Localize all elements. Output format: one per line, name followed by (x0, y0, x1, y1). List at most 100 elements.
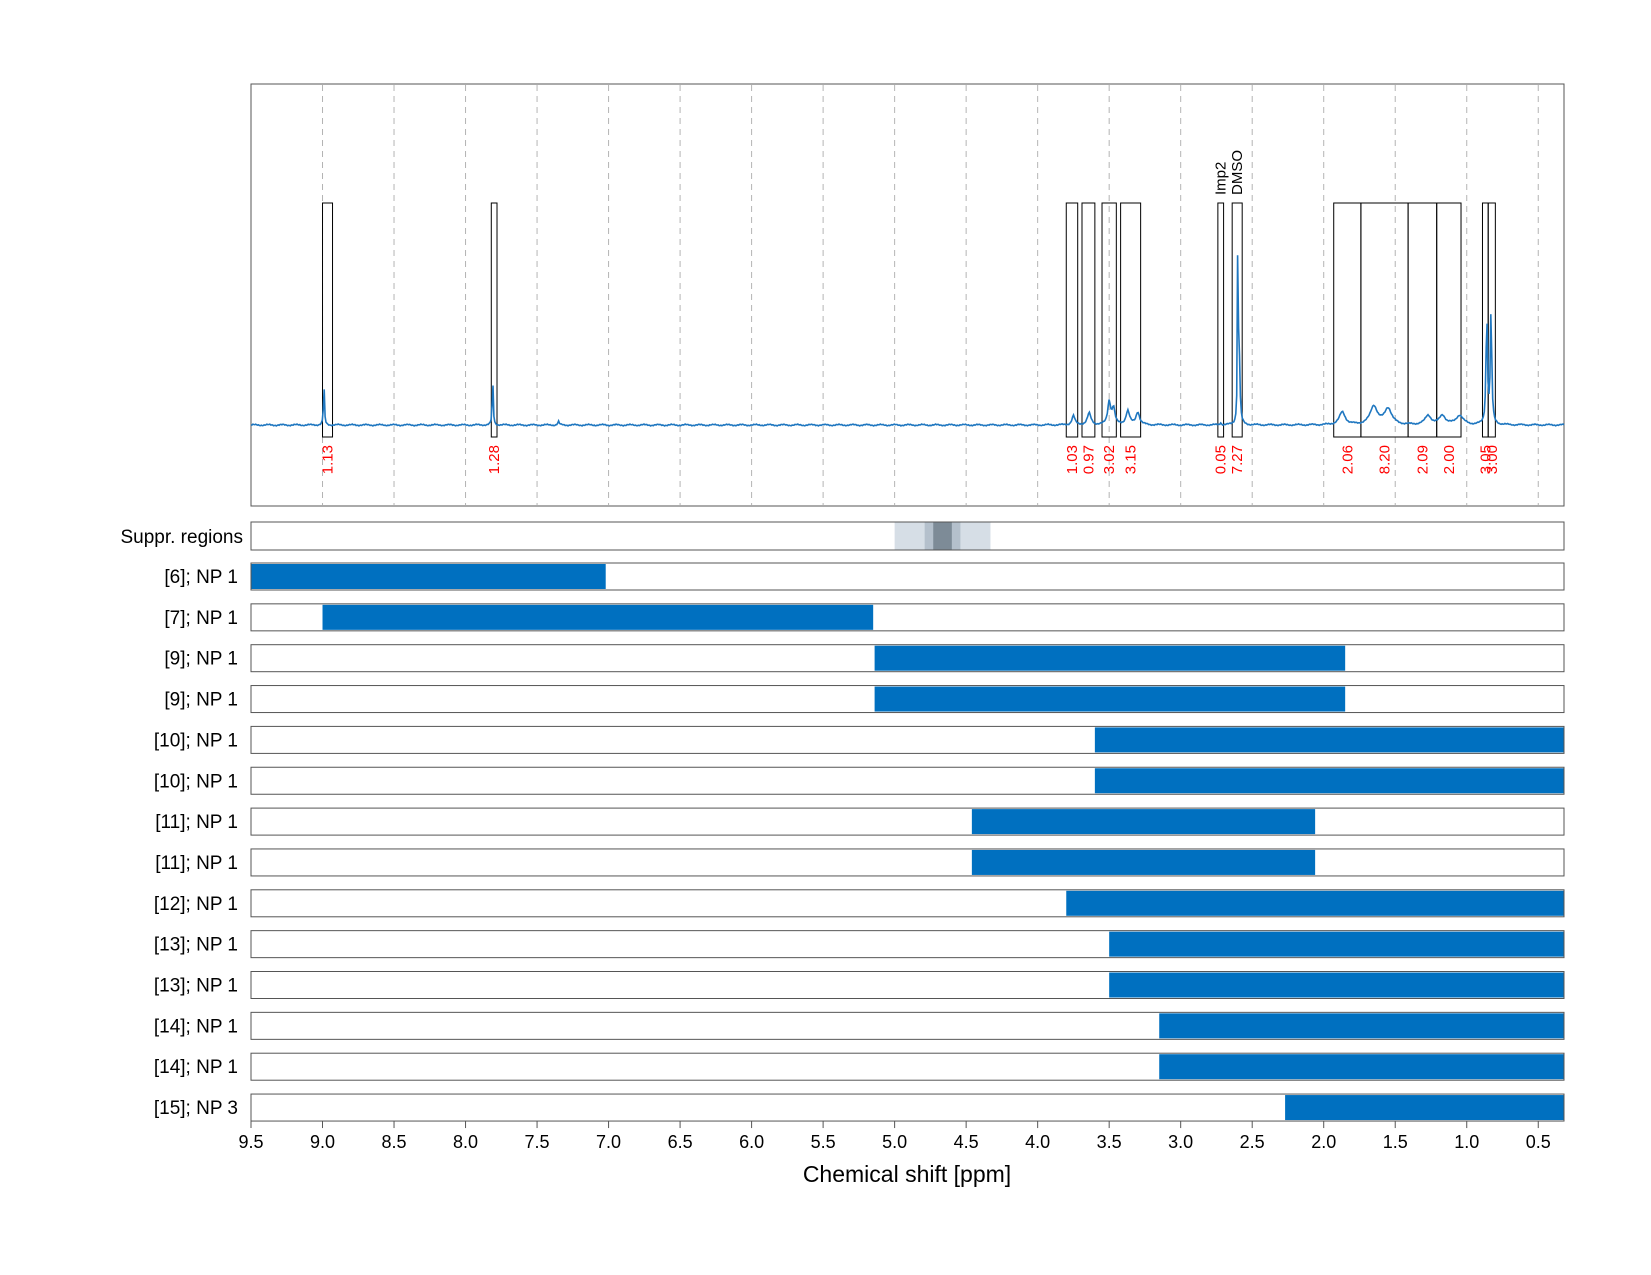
suppression-row: Suppr. regions (120, 521, 1565, 551)
integration-region-box (1065, 202, 1079, 438)
assignment-bar (251, 564, 606, 589)
x-tick-label: 9.5 (238, 1132, 263, 1152)
assignment-bar (1109, 931, 1564, 957)
x-tick-label: 6.5 (668, 1132, 693, 1152)
assignment-bar (1159, 1054, 1564, 1080)
grid-lines (322, 85, 1539, 505)
assignment-row-label: [7]; NP 1 (164, 608, 238, 629)
assignment-bar (322, 604, 874, 630)
spectrum-trace (250, 255, 1565, 427)
x-tick-label: 2.5 (1240, 1132, 1265, 1152)
assignment-row-frame (250, 562, 1565, 591)
assignment-row-frame (250, 1052, 1565, 1081)
integral-value: 3.15 (1123, 445, 1140, 474)
suppression-frame (250, 521, 1565, 551)
spectrum-panel (250, 83, 1565, 507)
integral-value: 8.20 (1376, 445, 1393, 474)
assignment-row-frame (250, 766, 1565, 795)
assignment-rows: [6]; NP 1 [7]; NP 1 [9]; NP 1 [9]; NP 1 [10]… (154, 562, 1565, 1122)
assignment-row-frame (250, 848, 1565, 877)
integral-value: 1.28 (486, 445, 503, 474)
integral-value: 7.27 (1229, 445, 1246, 474)
x-axis: 9.5 9.0 8.5 8.0 7.5 7.0 6.5 6.0 5.5 5.0 4.5 4.0 3.5 3… (238, 1121, 1551, 1152)
x-tick-label: 1.0 (1454, 1132, 1479, 1152)
assignment-bar (1066, 890, 1564, 916)
integral-value: 1.13 (320, 445, 337, 474)
integration-region-box (1101, 202, 1117, 438)
integral-value: 0.05 (1213, 445, 1230, 474)
integration-region-box (1231, 202, 1243, 438)
assignment-bar (1285, 1095, 1564, 1121)
assignment-row-frame (250, 603, 1565, 632)
assignment-row-frame (250, 1093, 1565, 1122)
x-tick-label: 0.5 (1526, 1132, 1551, 1152)
assignment-row-label: [9]; NP 1 (164, 649, 238, 670)
assignment-row-label: [9]; NP 1 (164, 690, 238, 711)
assignment-row-frame (250, 1011, 1565, 1040)
assignment-row-label: [10]; NP 1 (154, 771, 238, 792)
integral-value: 2.00 (1441, 445, 1458, 474)
assignment-row-label: [13]; NP 1 (154, 935, 238, 956)
x-tick-label: 2.0 (1311, 1132, 1336, 1152)
integration-regions: 1.13 1.28 1.03 0.97 3.02 3.15 0.05 Imp2 7.27 DMSO… (320, 150, 1501, 474)
integral-value: 3.00 (1484, 445, 1501, 474)
assignment-bar (971, 809, 1316, 835)
suppression-label: Suppr. regions (120, 527, 243, 548)
assignment-row-label: [14]; NP 1 (154, 1057, 238, 1078)
assignment-bar (971, 849, 1316, 875)
assignment-bar (1109, 972, 1564, 998)
assignment-row-frame (250, 644, 1565, 673)
integration-region-box (1081, 202, 1096, 438)
x-tick-label: 4.5 (954, 1132, 979, 1152)
x-tick-label: 4.0 (1025, 1132, 1050, 1152)
x-tick-label: 8.5 (382, 1132, 407, 1152)
integration-region-box (490, 202, 498, 438)
assignment-row-frame (250, 971, 1565, 999)
assignment-row-label: [11]; NP 1 (155, 853, 238, 874)
x-tick-label: 8.0 (453, 1132, 478, 1152)
integral-value: 3.05 (1477, 445, 1494, 474)
peak-assignment-label: Imp2 (1213, 162, 1230, 195)
peak-assignment-label: DMSO (1229, 150, 1246, 195)
x-tick-label: 7.5 (525, 1132, 550, 1152)
x-tick-label: 5.5 (811, 1132, 836, 1152)
assignment-row-frame (250, 930, 1565, 959)
x-tick-label: 9.0 (310, 1132, 335, 1152)
x-axis-title: Chemical shift [ppm] (803, 1161, 1011, 1187)
integration-region-box (1120, 202, 1142, 438)
assignment-row-frame (250, 889, 1565, 918)
integration-region-box (1487, 202, 1496, 438)
assignment-row-label: [11]; NP 1 (155, 812, 238, 833)
integration-region-box (1436, 202, 1462, 438)
integration-region-box (1333, 202, 1362, 438)
integration-region-box (1360, 202, 1409, 438)
x-tick-label: 3.5 (1097, 1132, 1122, 1152)
assignment-bar (874, 686, 1346, 712)
suppression-band (933, 522, 952, 550)
x-tick-label: 5.0 (882, 1132, 907, 1152)
assignment-row-frame (250, 685, 1565, 714)
integral-value: 2.06 (1339, 445, 1356, 474)
x-tick-label: 6.0 (739, 1132, 764, 1152)
assignment-row-label: [12]; NP 1 (154, 894, 238, 915)
integral-value: 0.97 (1080, 445, 1097, 474)
assignment-row-label: [13]; NP 1 (154, 976, 238, 997)
integral-value: 1.03 (1064, 445, 1081, 474)
assignment-row-label: [15]; NP 3 (154, 1098, 238, 1119)
assignment-row-label: [14]; NP 1 (154, 1016, 238, 1037)
x-tick-label: 3.0 (1168, 1132, 1193, 1152)
assignment-row-label: [6]; NP 1 (164, 567, 238, 588)
integral-value: 2.09 (1414, 445, 1431, 474)
assignment-bar (874, 645, 1346, 671)
assignment-row-frame (250, 725, 1565, 754)
assignment-row-frame (250, 807, 1565, 836)
integration-region-box (1407, 202, 1438, 438)
assignment-bar (1094, 768, 1564, 794)
x-tick-label: 7.0 (596, 1132, 621, 1152)
assignment-row-label: [10]; NP 1 (154, 730, 238, 751)
x-tick-label: 1.5 (1383, 1132, 1408, 1152)
integral-value: 3.02 (1101, 445, 1118, 474)
assignment-bar (1094, 727, 1564, 753)
integration-region-box (322, 202, 334, 438)
